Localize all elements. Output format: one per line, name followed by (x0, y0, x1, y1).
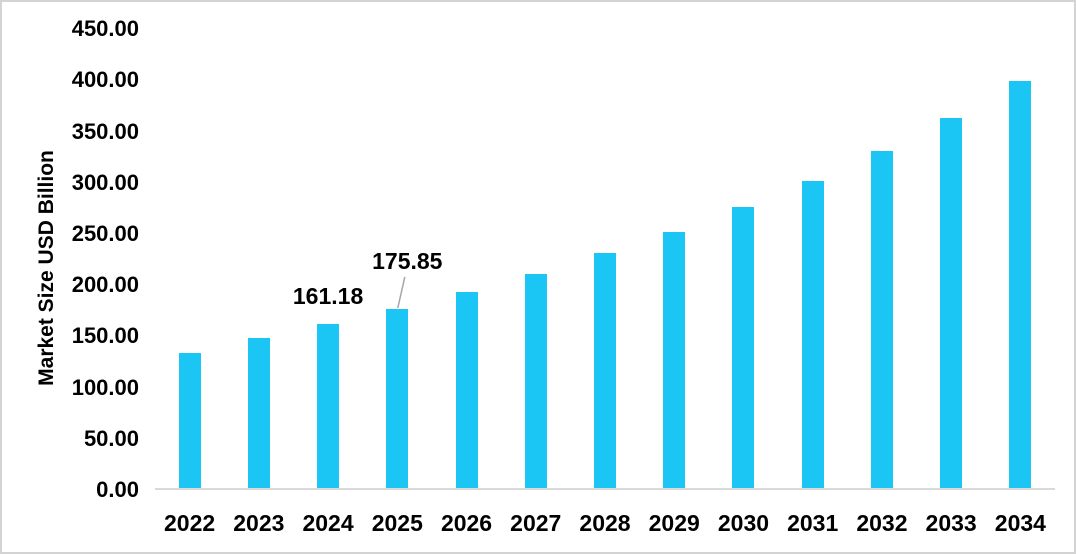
x-axis-label-2029: 2029 (648, 510, 700, 536)
y-tick-label: 350.00 (71, 118, 139, 144)
y-tick-label: 50.00 (83, 425, 139, 451)
y-tick-label: 450.00 (71, 16, 139, 42)
bar-2025 (386, 308, 409, 489)
x-axis-line (155, 488, 1055, 490)
bar-2027 (524, 273, 547, 489)
bar-2022 (178, 352, 201, 489)
y-tick-label: 100.00 (71, 374, 139, 400)
x-axis-label-2023: 2023 (233, 510, 285, 536)
bar-2026 (455, 292, 478, 489)
y-tick-label: 200.00 (71, 272, 139, 298)
bar-2028 (594, 253, 616, 489)
x-axis-label-2031: 2031 (787, 510, 839, 536)
leader-line (397, 276, 406, 309)
y-tick-label: 0.00 (96, 477, 139, 502)
bar-2032 (870, 151, 893, 489)
x-axis-label-2033: 2033 (925, 510, 977, 536)
bar-2033 (940, 118, 963, 489)
data-label-2024: 161.18 (292, 282, 364, 309)
bar-2029 (663, 231, 686, 489)
x-axis-label-2024: 2024 (302, 510, 354, 536)
x-axis-label-2034: 2034 (994, 510, 1046, 536)
x-axis-label-2028: 2028 (579, 510, 631, 536)
y-tick-label: 250.00 (71, 221, 139, 246)
x-axis-label-2030: 2030 (717, 510, 770, 536)
y-tick-label: 400.00 (71, 67, 139, 93)
y-tick-label: 150.00 (71, 323, 139, 349)
x-axis-label-2025: 2025 (371, 510, 423, 536)
bar-2024 (317, 323, 340, 489)
data-label-2025: 175.85 (372, 247, 443, 274)
x-axis-label-2027: 2027 (510, 510, 562, 536)
bar-2023 (247, 338, 270, 489)
x-axis-label-2026: 2026 (440, 510, 493, 536)
x-axis-label-2022: 2022 (164, 510, 216, 536)
bar-2034 (1009, 81, 1032, 489)
x-axis-label-2032: 2032 (856, 510, 908, 536)
y-tick-label: 300.00 (71, 169, 139, 195)
bar-2030 (732, 207, 755, 489)
bar-2031 (801, 180, 824, 489)
